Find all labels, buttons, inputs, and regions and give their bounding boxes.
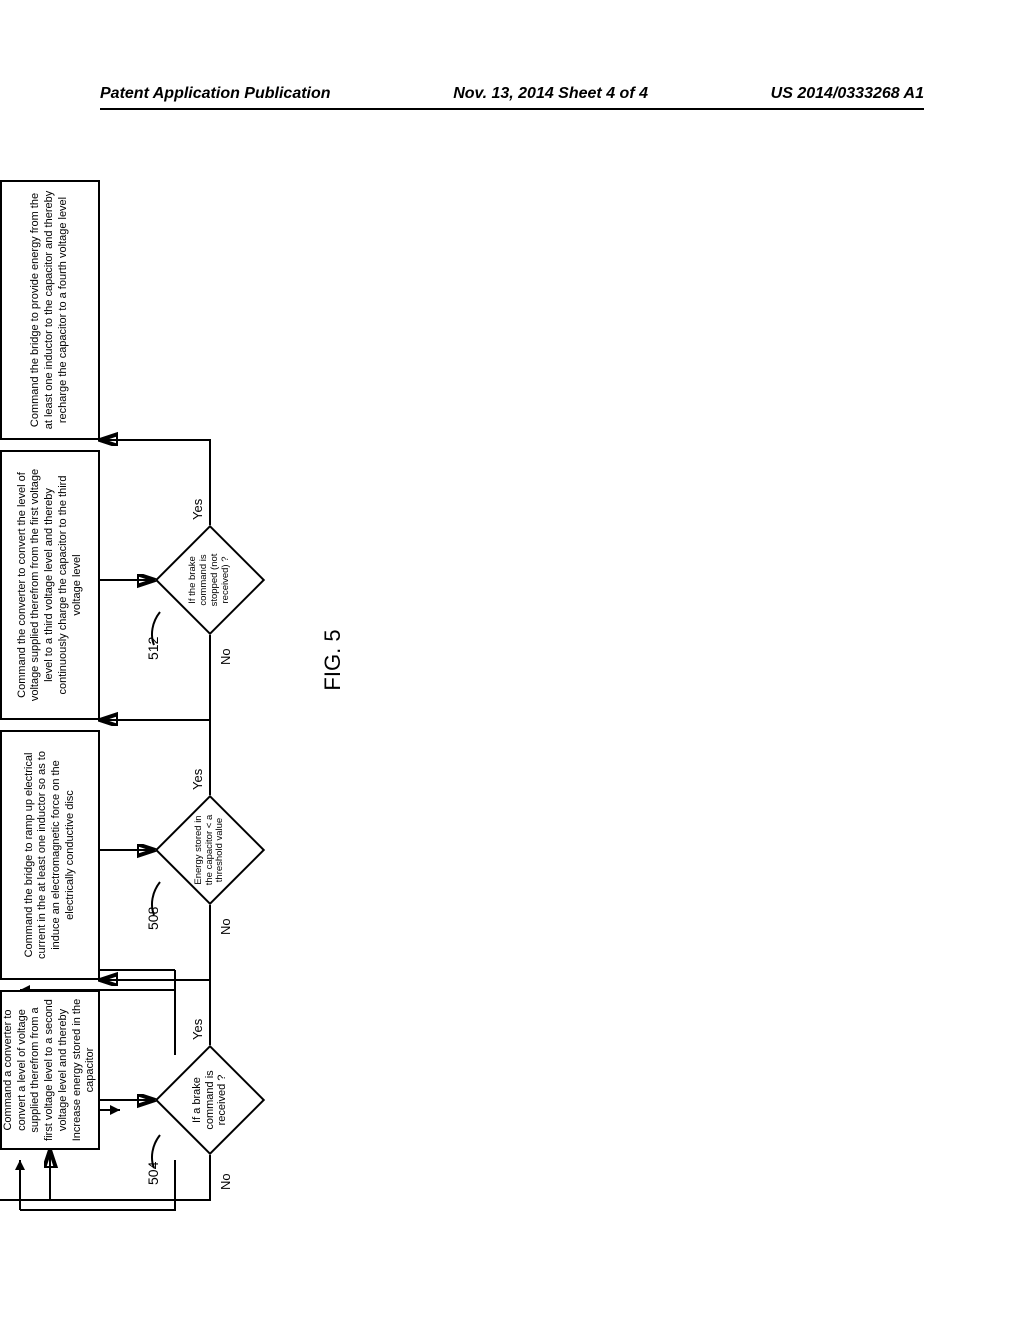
d512-yes: Yes [190,499,205,520]
step-502-text: Command a converter to convert a level o… [2,998,98,1142]
flow-wrap: Command a converter to convert a level o… [0,160,600,1160]
page: Patent Application Publication Nov. 13, … [0,0,1024,1320]
step-506: Command the bridge to ramp up electrical… [0,730,100,980]
page-header: Patent Application Publication Nov. 13, … [100,85,924,103]
d504-yes: Yes [190,1019,205,1040]
decision-508: Energy stored in the capacitor < a thres… [155,795,265,905]
header-rule [100,108,924,110]
step-510-text: Command the converter to convert the lev… [16,458,85,712]
step-514-text: Command the bridge to provide energy fro… [29,188,70,432]
step-514: Command the bridge to provide energy fro… [0,180,100,440]
step-506-text: Command the bridge to ramp up electrical… [23,738,78,972]
d512-no: No [218,648,233,665]
flowchart-500: Command a converter to convert a level o… [0,340,960,980]
header-right: US 2014/0333268 A1 [771,85,924,103]
decision-504: If a brake command is received ? [155,1045,265,1155]
decision-508-text: Energy stored in the capacitor < a thres… [155,795,265,905]
decision-504-text: If a brake command is received ? [155,1045,265,1155]
d508-yes: Yes [190,769,205,790]
decision-512: If the brake command is stopped (not rec… [155,525,265,635]
header-left: Patent Application Publication [100,85,331,103]
ref-512: 512 [145,637,161,660]
step-510: Command the converter to convert the lev… [0,450,100,720]
d508-no: No [218,918,233,935]
step-502: Command a converter to convert a level o… [0,990,100,1150]
d504-no: No [218,1173,233,1190]
decision-512-text: If the brake command is stopped (not rec… [155,525,265,635]
ref-508: 508 [145,907,161,930]
ref-504: 504 [145,1162,161,1185]
figure-label: FIG. 5 [320,590,346,730]
header-center: Nov. 13, 2014 Sheet 4 of 4 [453,85,648,103]
